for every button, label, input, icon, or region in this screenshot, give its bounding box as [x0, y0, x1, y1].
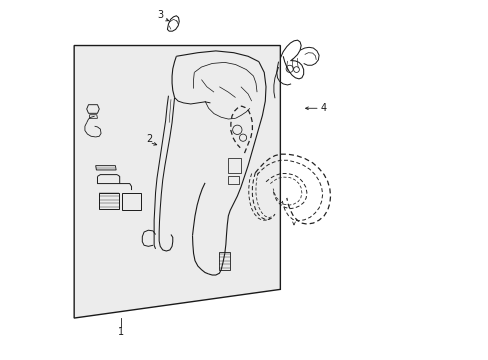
- Text: 3: 3: [157, 10, 163, 20]
- Text: 1: 1: [118, 327, 123, 337]
- Text: 4: 4: [320, 103, 326, 113]
- Polygon shape: [74, 45, 280, 318]
- Text: 2: 2: [146, 134, 152, 144]
